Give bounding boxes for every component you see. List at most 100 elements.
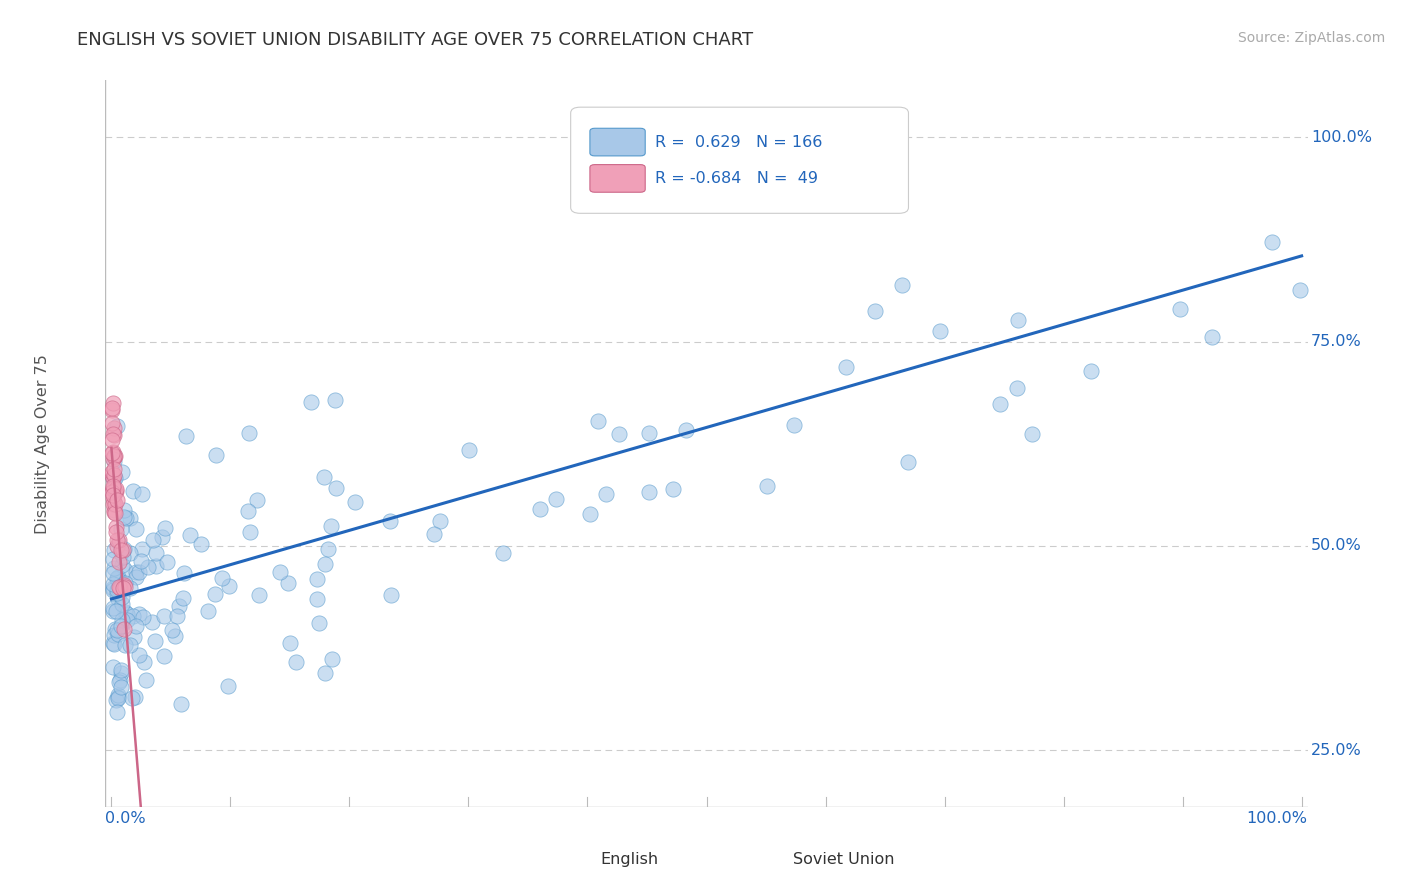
- Point: [100, 485, 122, 500]
- Point: [1168, 301, 1191, 316]
- Point: [103, 450, 125, 464]
- Point: [269, 565, 291, 579]
- Point: [120, 638, 142, 652]
- Point: [101, 491, 124, 505]
- Point: [111, 581, 134, 595]
- Point: [117, 613, 139, 627]
- Point: [988, 397, 1011, 411]
- Point: [108, 555, 131, 569]
- Point: [318, 541, 340, 556]
- Point: [111, 465, 134, 479]
- Point: [104, 520, 127, 534]
- Point: [114, 605, 136, 619]
- Point: [314, 470, 336, 484]
- Point: [492, 545, 515, 559]
- Point: [141, 615, 163, 629]
- Point: [112, 578, 135, 592]
- Point: [108, 580, 131, 594]
- Point: [163, 629, 186, 643]
- Point: [125, 570, 148, 584]
- Text: Source: ZipAtlas.com: Source: ZipAtlas.com: [1237, 31, 1385, 45]
- Point: [105, 533, 128, 547]
- Point: [103, 628, 125, 642]
- Point: [153, 608, 176, 623]
- Point: [107, 533, 129, 548]
- Point: [107, 691, 129, 706]
- Point: [314, 666, 336, 681]
- Point: [107, 675, 129, 690]
- Point: [423, 527, 446, 541]
- Point: [101, 497, 124, 511]
- Point: [167, 599, 190, 613]
- Point: [143, 634, 166, 648]
- Point: [122, 608, 145, 623]
- Point: [150, 529, 173, 543]
- Text: R = -0.684   N =  49: R = -0.684 N = 49: [655, 171, 818, 186]
- Point: [121, 690, 143, 705]
- Point: [107, 539, 129, 553]
- Point: [108, 582, 131, 597]
- Point: [586, 414, 609, 428]
- Point: [118, 582, 141, 596]
- Point: [204, 587, 226, 601]
- Point: [101, 481, 124, 495]
- Point: [661, 483, 683, 497]
- Point: [110, 619, 132, 633]
- Point: [101, 605, 124, 619]
- Text: 75.0%: 75.0%: [1312, 334, 1362, 349]
- Text: ENGLISH VS SOVIET UNION DISABILITY AGE OVER 75 CORRELATION CHART: ENGLISH VS SOVIET UNION DISABILITY AGE O…: [77, 31, 754, 49]
- Point: [863, 303, 886, 318]
- Point: [783, 418, 806, 433]
- Point: [101, 479, 124, 493]
- Point: [160, 623, 183, 637]
- Point: [105, 570, 128, 584]
- Point: [128, 566, 150, 580]
- Point: [101, 471, 124, 485]
- Point: [239, 524, 262, 539]
- Point: [110, 522, 132, 536]
- Point: [101, 660, 124, 674]
- Point: [103, 462, 125, 476]
- Point: [314, 557, 336, 571]
- Point: [117, 607, 139, 621]
- Point: [111, 614, 134, 628]
- Point: [101, 482, 124, 496]
- Point: [1080, 364, 1102, 378]
- Point: [197, 604, 219, 618]
- Point: [101, 600, 124, 615]
- Point: [325, 481, 347, 495]
- Point: [110, 558, 132, 573]
- Point: [132, 655, 155, 669]
- Point: [100, 433, 122, 447]
- Point: [135, 673, 157, 688]
- Text: Soviet Union: Soviet Union: [793, 852, 894, 867]
- Point: [105, 524, 128, 539]
- Point: [131, 609, 153, 624]
- Point: [114, 580, 136, 594]
- Point: [110, 546, 132, 560]
- Point: [897, 455, 920, 469]
- Point: [1005, 381, 1028, 395]
- Point: [145, 558, 167, 573]
- Point: [675, 424, 697, 438]
- Point: [101, 467, 124, 482]
- Point: [108, 535, 131, 549]
- Point: [114, 576, 136, 591]
- Point: [308, 616, 330, 631]
- Point: [529, 502, 551, 516]
- Point: [131, 541, 153, 556]
- Point: [101, 445, 124, 459]
- Point: [321, 652, 343, 666]
- Point: [595, 486, 617, 500]
- Point: [131, 486, 153, 500]
- Point: [103, 450, 125, 464]
- Point: [101, 465, 124, 479]
- Point: [344, 495, 367, 509]
- Point: [103, 472, 125, 486]
- Point: [110, 542, 132, 557]
- Point: [110, 663, 132, 677]
- Point: [142, 533, 165, 547]
- Point: [110, 666, 132, 681]
- Point: [112, 542, 135, 557]
- Point: [218, 578, 240, 592]
